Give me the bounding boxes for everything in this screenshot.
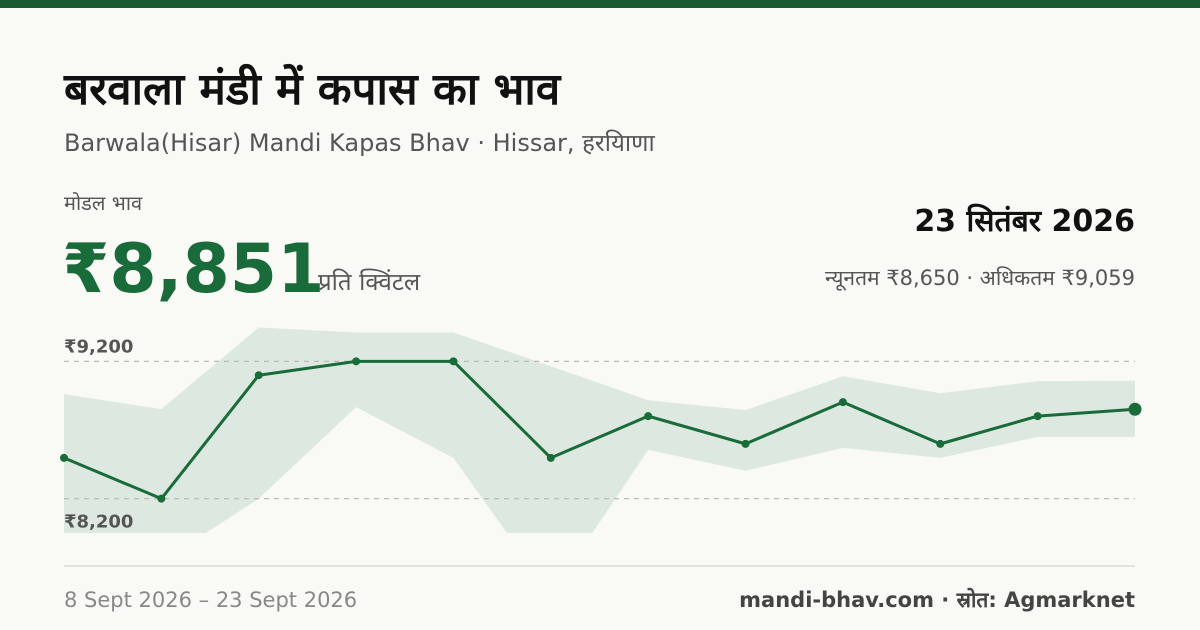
point (157, 494, 166, 503)
top-bar (0, 0, 1200, 8)
title: बरवाला मंडी में कपास का भाव (63, 63, 562, 115)
point (644, 412, 653, 421)
y-tick-label: ₹8,200 (64, 512, 133, 533)
point (741, 439, 750, 448)
overlay: ₹8,200 ₹9,200 (60, 336, 1142, 533)
footer-left: 8 Sept 2026 – 23 Sept 2026 (64, 588, 357, 612)
range-text: न्यूनतम ₹8,650 · अधिकतम ₹9,059 (825, 266, 1135, 291)
price-unit: प्रति क्विंटल (318, 268, 421, 296)
point (936, 439, 945, 448)
date: 23 सितंबर 2026 (914, 203, 1135, 239)
plot (64, 327, 1135, 533)
point (254, 371, 263, 380)
price-caption: मोडल भाव (64, 191, 143, 215)
subtitle: Barwala(Hisar) Mandi Kapas Bhav · Hissar… (64, 129, 655, 157)
point (546, 453, 555, 462)
point (449, 357, 458, 366)
range-band (64, 327, 1135, 533)
y-tick-label: ₹9,200 (64, 336, 133, 357)
point (352, 357, 361, 366)
point (1128, 402, 1142, 416)
price: ₹8,851 (62, 230, 324, 309)
footer-right: mandi-bhav.com · स्रोत: Agmarknet (739, 587, 1135, 612)
point (60, 453, 68, 462)
point (1033, 412, 1042, 421)
point (838, 398, 847, 407)
price-line (63, 359, 1136, 501)
